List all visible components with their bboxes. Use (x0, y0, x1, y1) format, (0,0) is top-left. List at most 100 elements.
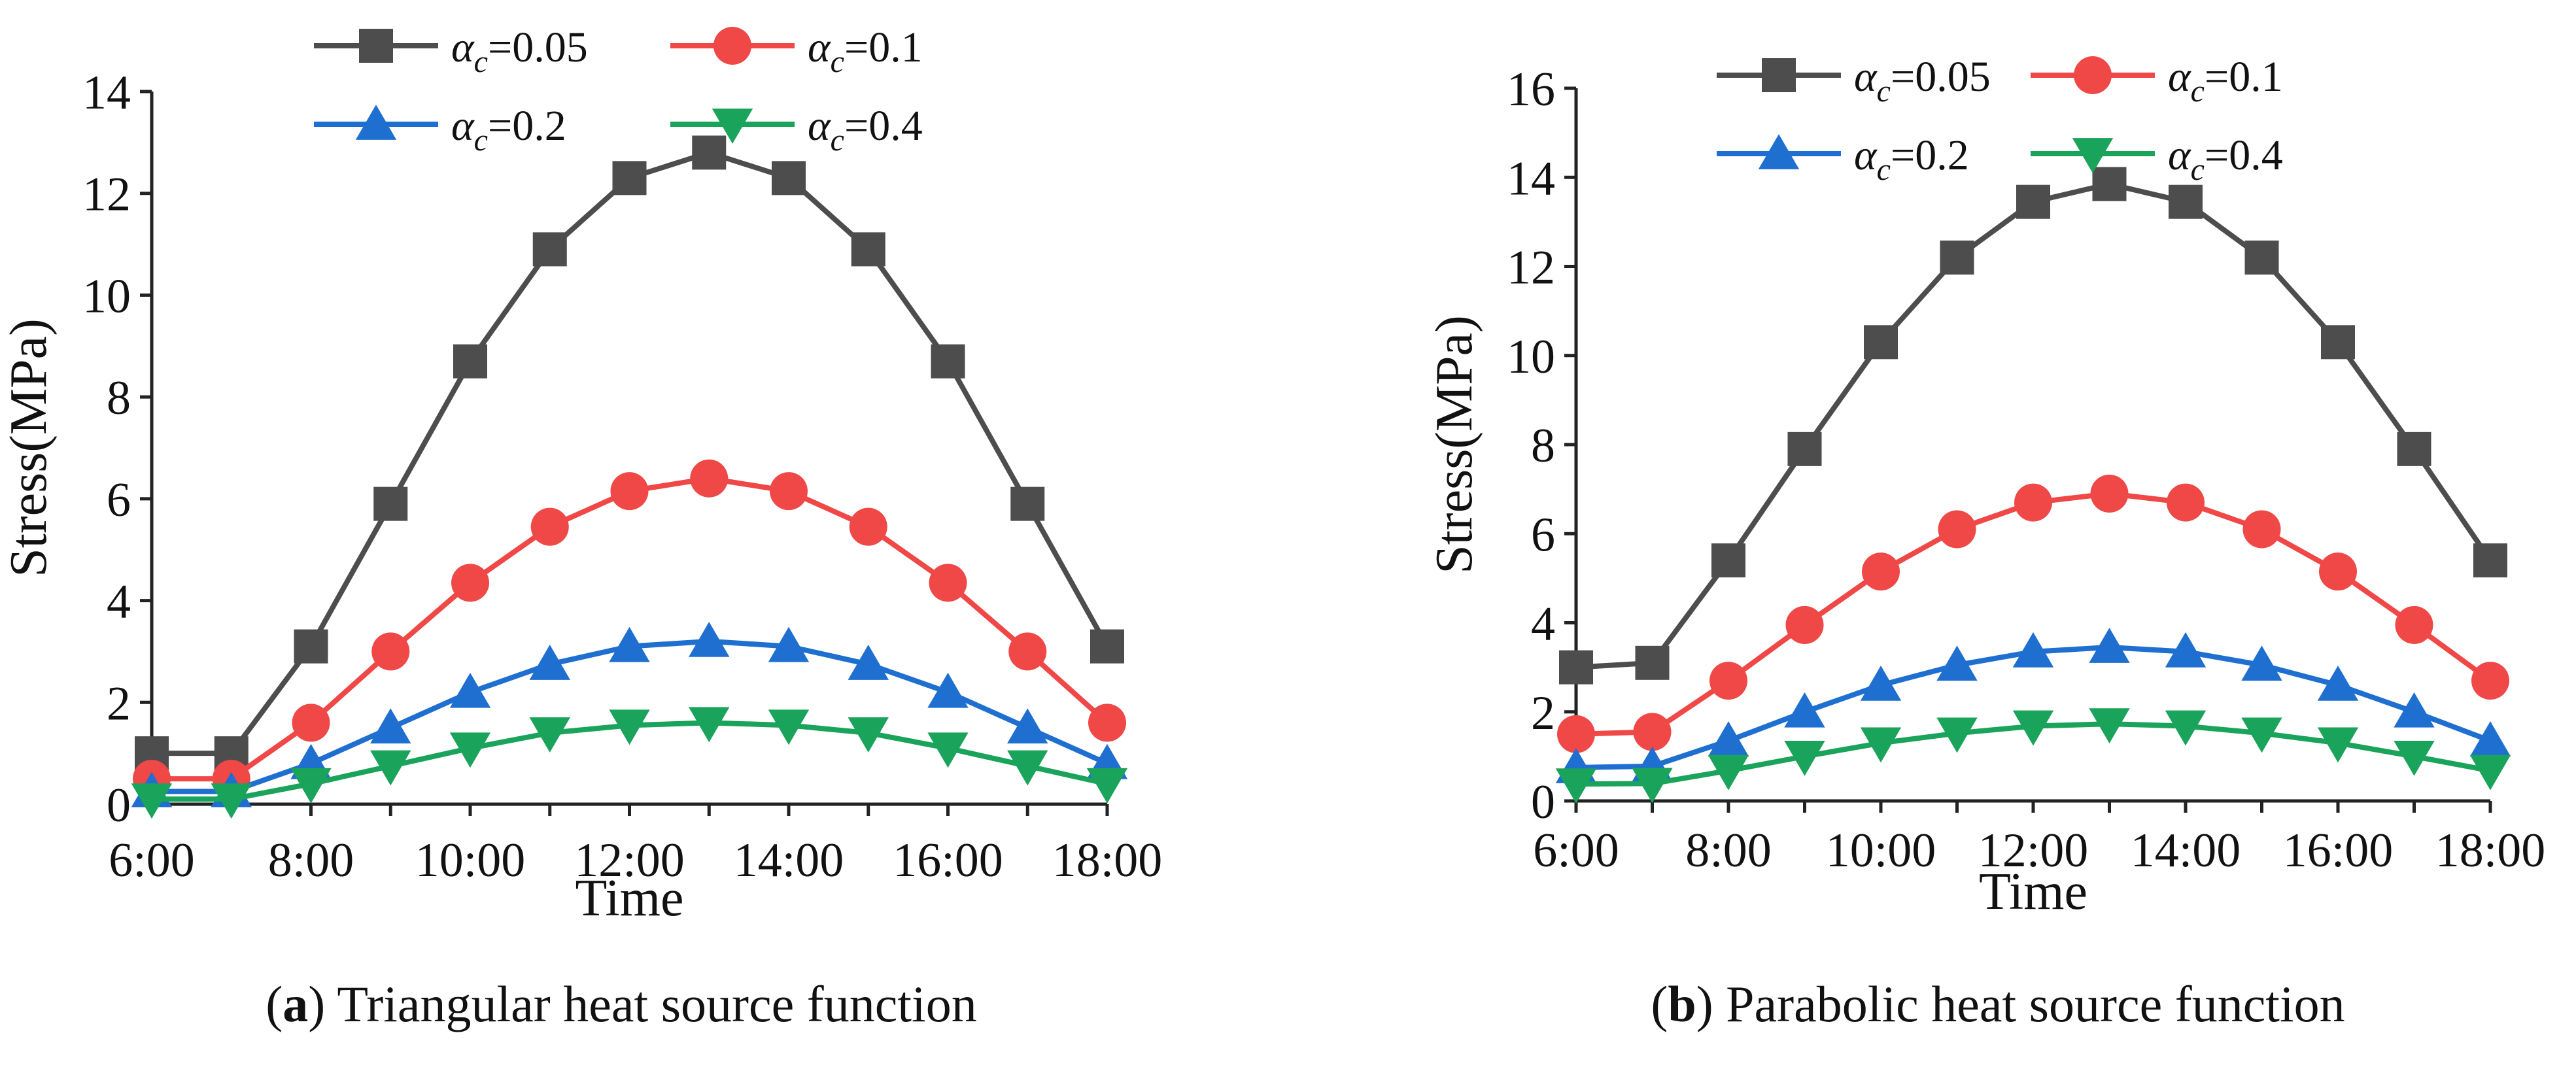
y-tick-label: 2 (1531, 687, 1555, 740)
data-point (294, 629, 328, 664)
data-point (451, 564, 489, 602)
data-point (2165, 632, 2207, 668)
panel-caption: (a) Triangular heat source function (266, 976, 976, 1032)
x-tick-label: 8:00 (268, 834, 354, 887)
data-point (929, 564, 967, 602)
data-point (1862, 552, 1900, 591)
data-point (2317, 665, 2359, 701)
x-tick-label: 18:00 (1052, 834, 1163, 887)
data-point (772, 161, 806, 195)
data-point (2321, 325, 2355, 360)
data-point (2092, 167, 2127, 201)
legend-item: αc=0.1 (2031, 53, 2283, 109)
y-tick-label: 12 (1507, 241, 1555, 295)
data-point (370, 708, 411, 744)
legend-marker (1758, 134, 1800, 169)
data-point (1938, 510, 1976, 549)
data-point (610, 472, 649, 511)
data-point (931, 344, 965, 379)
data-point (1785, 605, 1824, 644)
data-point (851, 232, 885, 267)
data-point (2394, 692, 2435, 728)
y-tick-label: 10 (82, 269, 131, 323)
y-tick-label: 0 (1531, 775, 1555, 829)
data-point (1010, 486, 1045, 521)
legend-marker (712, 109, 753, 144)
data-point (1088, 704, 1126, 742)
data-point (1559, 650, 1593, 685)
data-point (689, 707, 730, 743)
data-point (2169, 184, 2203, 219)
data-point (2165, 710, 2207, 746)
x-tick-label: 10:00 (1826, 824, 1936, 877)
y-tick-label: 0 (107, 779, 131, 832)
legend-marker (2072, 138, 2114, 173)
data-point (449, 672, 491, 708)
data-point (2241, 645, 2282, 681)
data-point (1864, 325, 1898, 360)
data-point (131, 783, 173, 819)
x-tick-label: 12:00 (1978, 824, 2089, 877)
legend-marker (355, 105, 397, 140)
data-point (2319, 552, 2357, 591)
data-point (2016, 184, 2050, 219)
legend-label: αc=0.1 (2168, 53, 2283, 109)
series-triangle-down (131, 707, 1128, 819)
data-point (530, 507, 569, 546)
x-axis-title: Time (1979, 863, 2087, 921)
x-tick-label: 10:00 (415, 834, 526, 887)
legend-item: αc=0.4 (2031, 131, 2283, 187)
legend: αc=0.05 αc=0.1 αc=0.2 αc=0.4 (314, 24, 923, 158)
data-point (2090, 474, 2129, 513)
data-point (1787, 432, 1822, 466)
data-point (532, 232, 567, 267)
data-point (2089, 708, 2130, 744)
legend-item: αc=0.1 (670, 24, 923, 79)
data-point (848, 644, 889, 680)
data-point (768, 626, 810, 662)
data-point (290, 768, 332, 804)
data-point (692, 135, 727, 170)
x-tick-label: 6:00 (1533, 824, 1619, 877)
y-tick-label: 8 (107, 371, 131, 425)
legend-label: αc=0.4 (808, 102, 923, 158)
data-point (1860, 727, 1902, 763)
data-point (292, 704, 330, 742)
data-point (211, 783, 252, 819)
data-point (1633, 713, 1672, 751)
y-tick-label: 14 (82, 66, 131, 120)
y-tick-label: 6 (107, 473, 131, 527)
legend: αc=0.05 αc=0.1 αc=0.2 αc=0.4 (1717, 53, 2283, 187)
data-point (927, 672, 969, 708)
series-circle (1557, 474, 2509, 753)
x-tick-label: 18:00 (2435, 824, 2546, 877)
y-tick-label: 10 (1507, 330, 1555, 384)
legend-item: αc=0.2 (1717, 131, 1969, 187)
data-point (373, 486, 408, 521)
panel-a-triangular: 0 2 4 6 8 10 12 14 6:00 8:00 10:00 12:00 14:00 16:00 1… (0, 24, 1162, 1032)
y-tick-label: 14 (1507, 152, 1555, 205)
data-point (927, 732, 969, 768)
legend-marker (1762, 58, 1796, 92)
data-point (1708, 755, 1749, 790)
panel-b-parabolic: 0 2 4 6 8 10 12 14 16 6:00 8:00 10:00 12:00 14:00 16:0… (1426, 53, 2545, 1032)
x-tick-label: 6:00 (109, 834, 195, 887)
data-point (1709, 662, 1747, 700)
data-point (2012, 632, 2054, 668)
data-point (2167, 483, 2205, 522)
x-tick-label: 12:00 (574, 834, 685, 887)
data-point (2394, 740, 2435, 776)
data-point (1860, 665, 1902, 701)
legend-marker (2074, 56, 2112, 94)
y-tick-label: 16 (1507, 63, 1555, 116)
data-point (1086, 768, 1128, 804)
data-point (1635, 645, 1670, 680)
legend-item: αc=0.05 (1717, 53, 1991, 109)
data-point (2317, 727, 2359, 763)
legend-item: αc=0.2 (314, 102, 566, 158)
data-point (768, 709, 810, 745)
data-point (612, 161, 647, 195)
legend-label: αc=0.1 (808, 24, 923, 79)
data-point (529, 644, 570, 680)
series-square (1559, 167, 2507, 685)
